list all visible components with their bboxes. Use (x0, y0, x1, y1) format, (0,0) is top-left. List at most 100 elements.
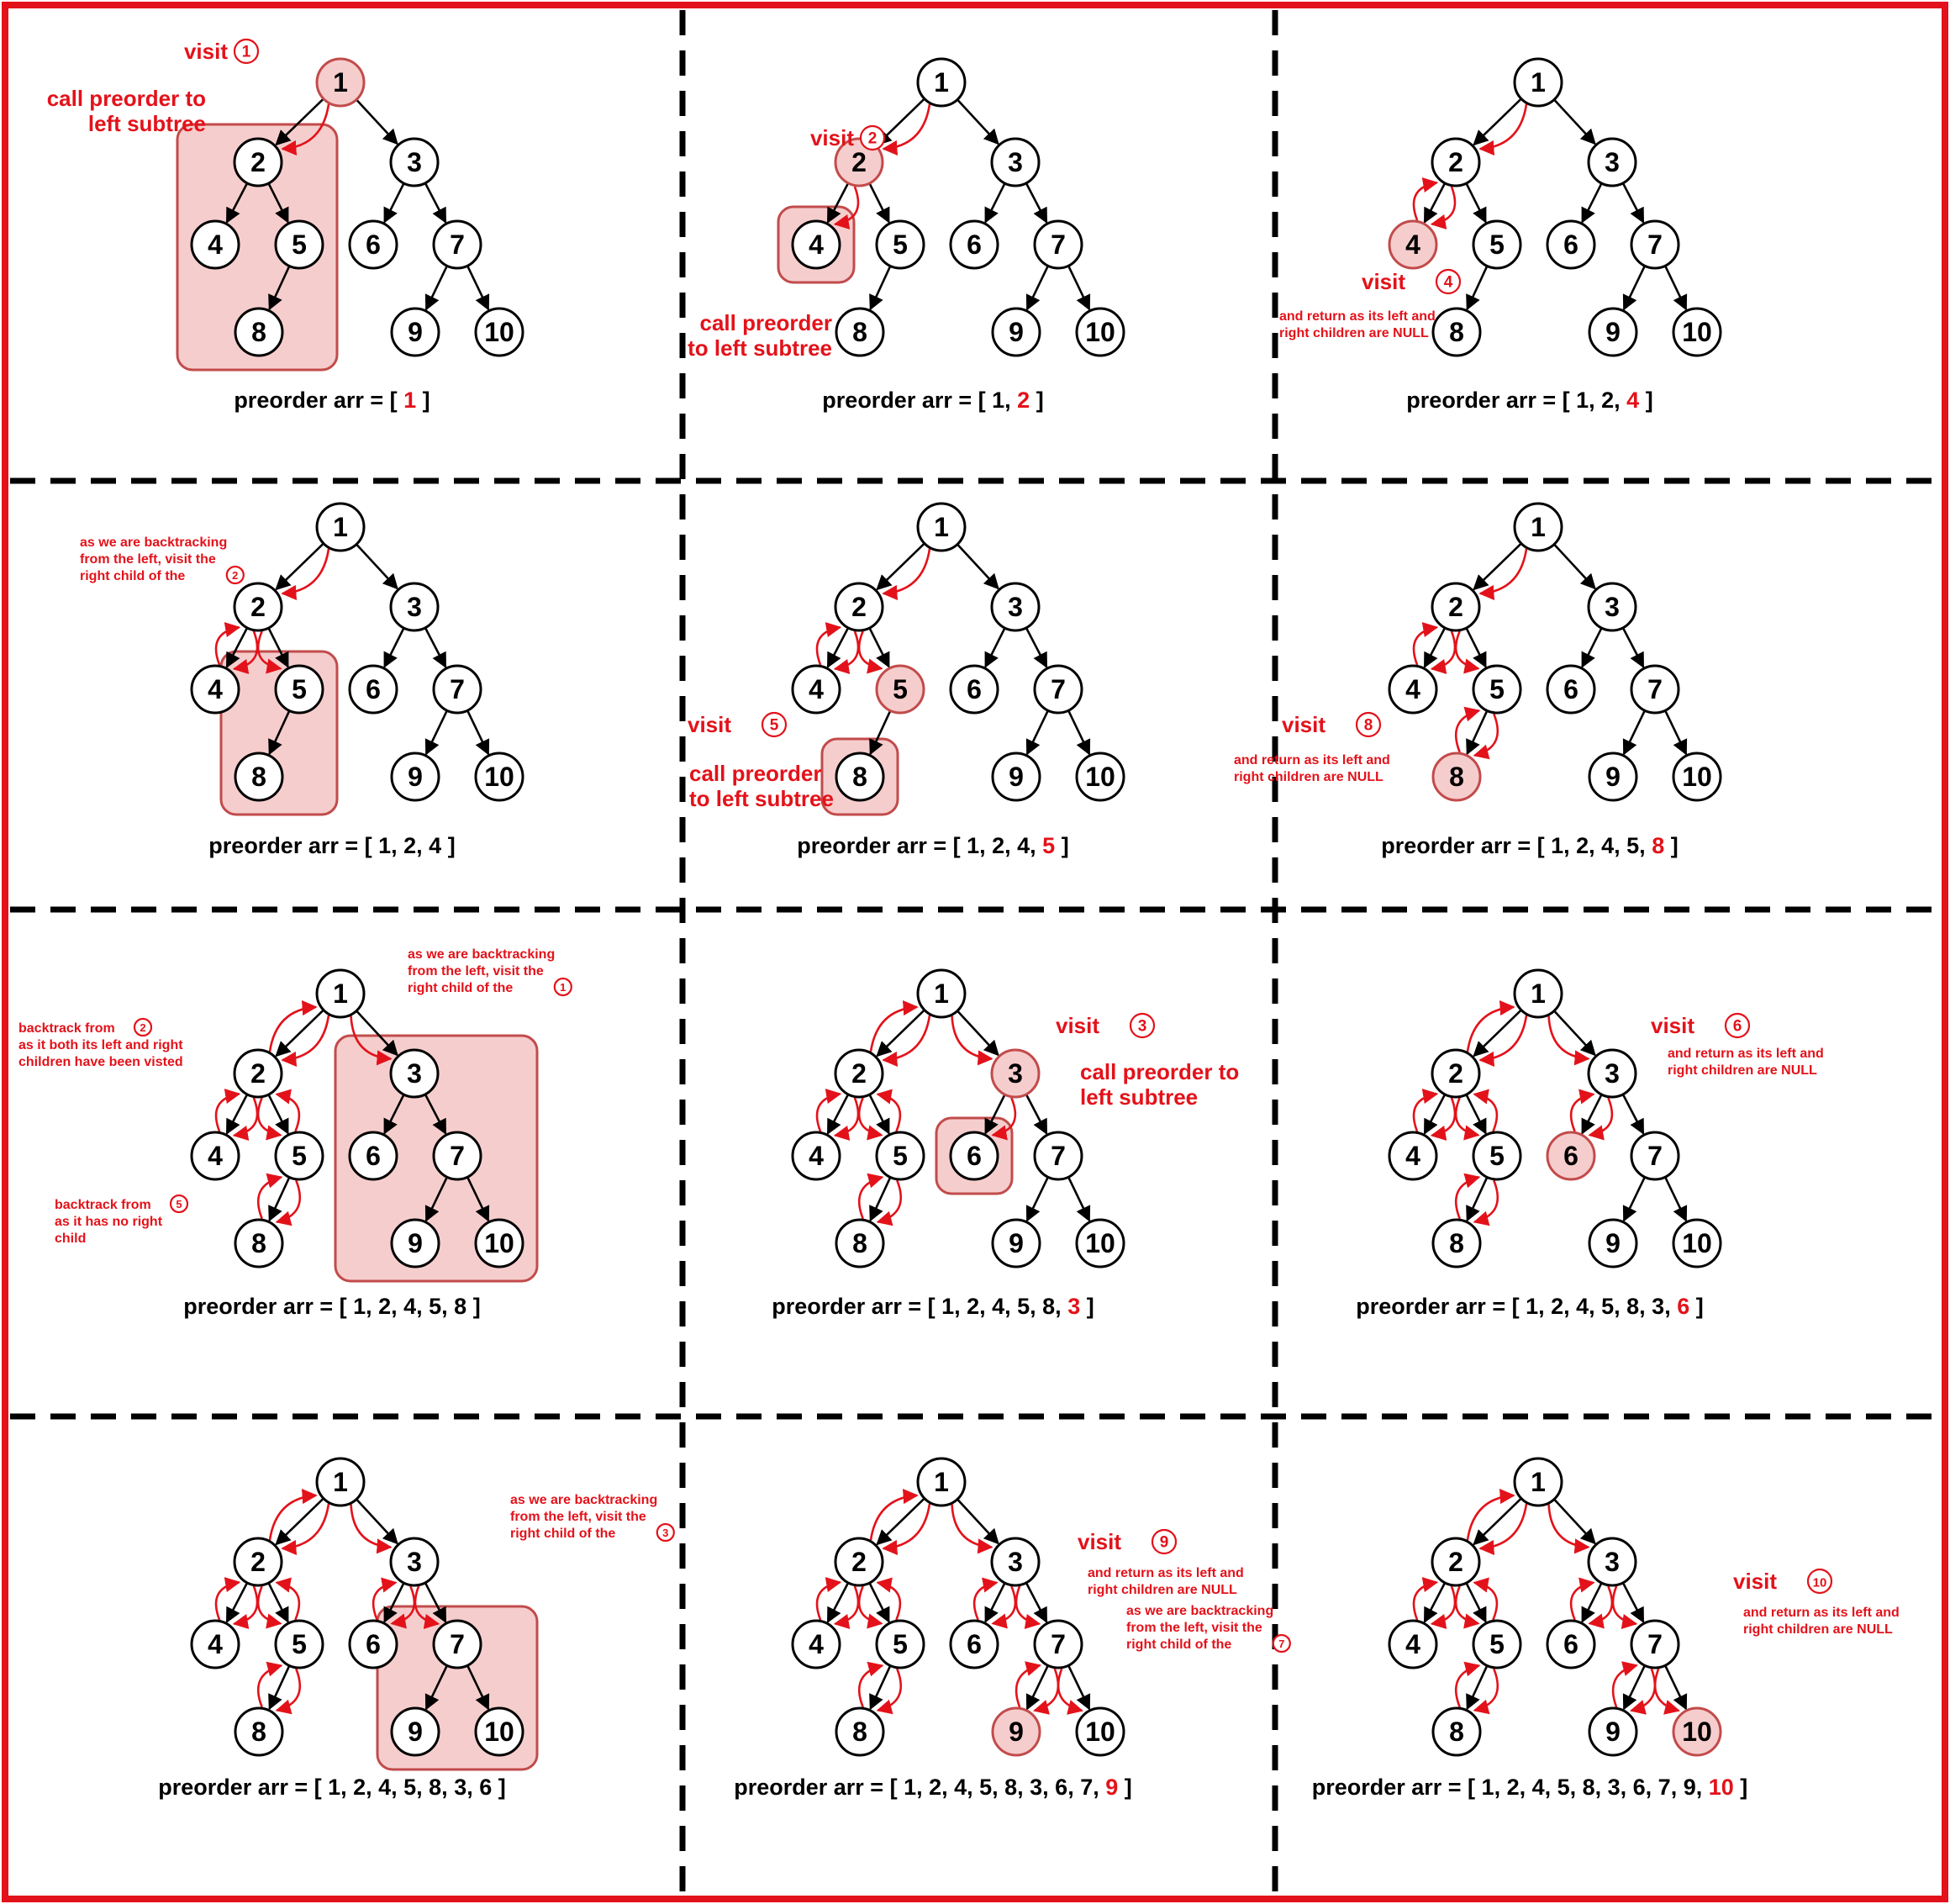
arr-new-value: 4 (1626, 388, 1639, 413)
tree-node-3: 3 (1587, 1048, 1637, 1099)
node-circle (233, 137, 283, 187)
node-label: 2 (1448, 1058, 1463, 1089)
current-node-circle (1431, 752, 1482, 802)
node-reference-badge (1151, 1528, 1178, 1555)
current-node-circle (1672, 1706, 1722, 1757)
traversal-arrow (214, 622, 241, 666)
tree-edge (268, 709, 291, 756)
tree-node-9: 9 (1588, 307, 1638, 357)
node-label: 9 (1009, 317, 1024, 347)
node-label: 2 (250, 1058, 266, 1089)
tree-edge (876, 1009, 925, 1057)
node-label: 8 (852, 1717, 867, 1747)
node-circle (389, 1537, 440, 1587)
tree-node-8: 8 (234, 307, 284, 357)
node-circle (875, 219, 925, 270)
tree-edge (1466, 1664, 1489, 1711)
node-reference-badge (1355, 711, 1382, 738)
node-label: 10 (1682, 1717, 1712, 1747)
node-label: 3 (1008, 147, 1023, 177)
annotation: and return as its left and right children… (1088, 1566, 1244, 1597)
node-circle (916, 1457, 967, 1507)
node-reference-badge (133, 1017, 153, 1037)
traversal-arrow (1473, 1179, 1499, 1226)
tree-edge (275, 1497, 324, 1546)
node-circle (1588, 1706, 1638, 1757)
arr-suffix: ] (441, 833, 456, 858)
tree-node-1: 1 (315, 968, 366, 1019)
traversal-arrow (275, 1089, 301, 1132)
panel-11: 1 2 3 4 5 6 7 8 9 10 visit 9 and return as its left… (734, 1457, 1291, 1800)
tree-edge (957, 543, 999, 590)
tree-edge (1621, 1582, 1645, 1624)
node-circle (1630, 664, 1680, 715)
node-label: 7 (450, 229, 465, 260)
traversal-arrow (1412, 622, 1439, 666)
tree-node-1: 1 (916, 502, 967, 552)
tree-node-8: 8 (234, 1706, 284, 1757)
tree-edge (466, 1176, 490, 1222)
traversal-arrow (1412, 1577, 1439, 1621)
arr-new-value: 6 (1677, 1294, 1689, 1319)
annotation-line: call preorder to (1080, 1059, 1239, 1084)
traversal-arrow (991, 1585, 1017, 1629)
node-label: 2 (250, 147, 266, 177)
traversal-arrow (275, 1668, 301, 1715)
node-label: 2 (250, 592, 266, 622)
preorder-array: preorder arr = [ 1, 2, 4, 5, 8, 3, 6 ] (1356, 1294, 1703, 1319)
annotation-line: and return as its left and (1279, 309, 1436, 324)
arr-prefix: preorder arr = [ (1406, 388, 1576, 413)
node-circle (190, 1131, 240, 1181)
node-label: 9 (408, 762, 423, 792)
tree-edge (876, 542, 925, 591)
node-circle (1431, 1218, 1482, 1268)
tree-node-10: 10 (1075, 1706, 1125, 1757)
node-circle (1588, 307, 1638, 357)
tree-edge (869, 1176, 892, 1222)
tree-edge (1581, 1094, 1603, 1135)
tree-node-2: 2 (1431, 1537, 1481, 1587)
tree-edge (1622, 709, 1647, 756)
node-circle (233, 1048, 283, 1099)
node-circle (835, 1706, 885, 1757)
annotation-line: call preorder (689, 761, 822, 786)
node-circle (1672, 1218, 1722, 1268)
annotation: visit 6 (1651, 1012, 1751, 1039)
node-label: 6 (1563, 674, 1578, 704)
preorder-array: preorder arr = [ 1, 2, 4, 5 ] (797, 833, 1068, 858)
traversal-arrow (1455, 706, 1481, 753)
node-label: 7 (1647, 1141, 1663, 1171)
node-circle (1075, 1218, 1125, 1268)
tree-edge (1663, 1176, 1688, 1222)
traversal-arrow (876, 1179, 902, 1226)
node-circle (990, 582, 1041, 632)
arr-visited: 1, 2, (1576, 388, 1626, 413)
node-label: 4 (1405, 229, 1420, 260)
tree-edge (957, 1010, 999, 1057)
traversal-arrow (268, 999, 318, 1052)
annotation-line: from the left, visit the (1126, 1621, 1262, 1635)
arr-new-value: 9 (1105, 1775, 1118, 1800)
traversal-arrow (876, 1089, 902, 1132)
node-circle (474, 752, 524, 802)
node-circle (875, 1619, 925, 1669)
tree-edge (1663, 265, 1688, 311)
tree-edge (1553, 1498, 1596, 1545)
tree-node-3: 3 (990, 1048, 1041, 1099)
traversal-arrow (1455, 1661, 1481, 1708)
annotation-line: visit (1078, 1529, 1121, 1554)
tree-node-8: 8 (1431, 307, 1482, 357)
tree-node-9: 9 (390, 307, 440, 357)
tree-node-5: 5 (1472, 1619, 1522, 1669)
tree-edge (383, 1094, 405, 1135)
annotation-line: backtrack from (18, 1021, 115, 1036)
traversal-arrow (1412, 177, 1439, 221)
annotation-line: visit (1651, 1013, 1694, 1038)
node-circle (991, 1218, 1041, 1268)
annotation: visit 8 (1282, 711, 1382, 738)
node-label: 2 (1448, 147, 1463, 177)
node-label: 5 (1489, 229, 1505, 260)
node-circle (791, 1131, 841, 1181)
tree-edge (1581, 1582, 1603, 1623)
tree-node-2: 2 (834, 582, 884, 632)
